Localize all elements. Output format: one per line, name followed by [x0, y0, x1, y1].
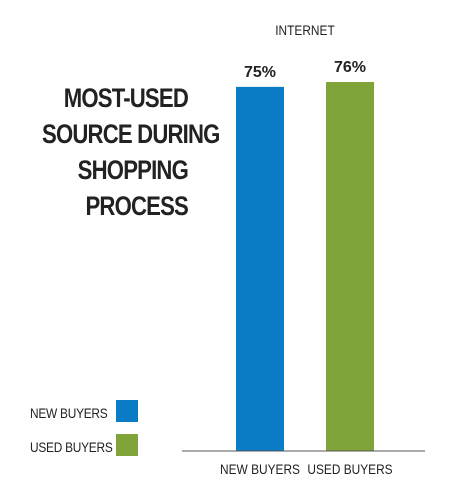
x-tick-label: USED BUYERS — [307, 461, 393, 477]
legend-item-used-buyers: USED BUYERS — [30, 434, 170, 468]
legend-label: USED BUYERS — [30, 439, 113, 455]
bar-new-buyers — [236, 86, 284, 452]
legend-swatch-used-buyers — [116, 434, 138, 456]
data-label: 76% — [334, 59, 366, 76]
data-label: 75% — [244, 64, 276, 81]
title-line: PROCESS — [85, 191, 188, 221]
group-label: INTERNET — [275, 22, 335, 38]
title-line: SHOPPING — [77, 155, 189, 185]
legend: NEW BUYERS USED BUYERS — [30, 400, 170, 468]
legend-label: NEW BUYERS — [30, 405, 108, 421]
legend-swatch-new-buyers — [116, 400, 138, 422]
x-tick-label: NEW BUYERS — [220, 461, 300, 477]
title-line: MOST-USED — [63, 83, 189, 113]
legend-item-new-buyers: NEW BUYERS — [30, 400, 170, 434]
bar-used-buyers — [326, 82, 374, 451]
